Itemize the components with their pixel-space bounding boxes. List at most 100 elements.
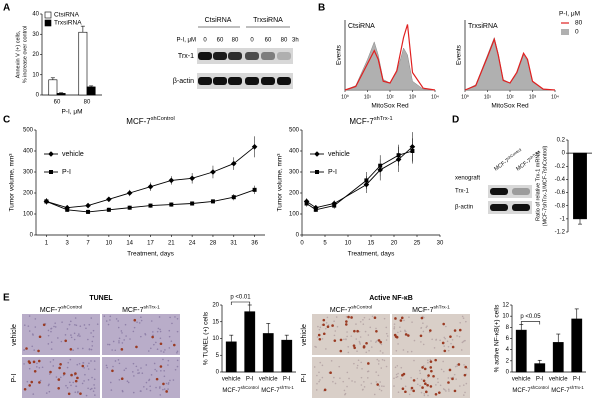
cell [445, 325, 447, 328]
cell [435, 338, 438, 341]
histogram-line [464, 37, 556, 91]
cell [160, 369, 162, 372]
cell [330, 360, 333, 362]
cell [458, 335, 461, 338]
legend-label: P-I [62, 169, 71, 176]
micrograph-row-label: P-I [301, 373, 308, 382]
cell [124, 323, 127, 326]
group-label-main: MCF-7 [222, 388, 241, 394]
micrograph-row-label: vehicle [11, 324, 18, 346]
stained-cell [135, 345, 138, 349]
cell [410, 350, 413, 353]
stained-cell [393, 333, 397, 337]
cell [114, 349, 117, 352]
cell [132, 371, 134, 373]
marker [304, 201, 309, 206]
micrograph-column-label: MCF-7shTrx-1 [122, 305, 160, 314]
cell [413, 359, 415, 362]
cell [420, 378, 423, 381]
stained-cell [329, 371, 332, 374]
cell [59, 376, 62, 379]
cell [436, 378, 439, 380]
stained-cell [432, 374, 435, 378]
cell [129, 338, 131, 340]
stained-cell [70, 373, 73, 377]
cell [127, 381, 130, 384]
cell [369, 326, 372, 329]
stained-cell [379, 340, 383, 344]
cell [159, 330, 162, 333]
cell [60, 340, 63, 343]
cell [115, 318, 118, 320]
cell [145, 364, 148, 366]
cell [357, 359, 360, 362]
bar [571, 318, 583, 373]
cell [397, 331, 399, 334]
cell [418, 369, 421, 372]
cell [156, 330, 159, 333]
legend-label: P-I [328, 169, 337, 176]
cell [321, 364, 324, 367]
y-tick-label: 40 [32, 12, 39, 18]
stained-cell [356, 329, 359, 333]
group-label-sup: shControl [241, 385, 259, 390]
blot-band [213, 52, 227, 60]
chart-title: TrxsiRNA [468, 23, 498, 30]
group-label: MCF-7shTrx-1 [551, 385, 584, 394]
cell [69, 381, 71, 384]
cell [90, 360, 92, 362]
cell [28, 367, 31, 370]
cell [420, 327, 422, 329]
cell [427, 361, 429, 364]
cell [39, 379, 42, 382]
stained-cell [64, 339, 68, 343]
cell [75, 324, 78, 327]
cell [365, 351, 368, 354]
cell [93, 384, 95, 386]
y-tick-label: 300 [289, 170, 300, 176]
cell [375, 341, 377, 343]
cell [408, 393, 411, 396]
marker [231, 195, 236, 200]
cell [380, 367, 383, 369]
cell [315, 389, 318, 391]
y-tick-label: 6 [506, 336, 510, 342]
cell [443, 345, 445, 347]
x-tick-label: 25 [414, 241, 421, 247]
cell [395, 376, 398, 379]
cell [363, 316, 366, 319]
x-tick-label: 5 [323, 241, 327, 247]
cell [125, 335, 127, 337]
blot-row-label: Trx-1 [455, 189, 469, 195]
cell [117, 320, 120, 322]
cell [66, 386, 69, 389]
cell [447, 345, 450, 348]
cell [132, 330, 135, 333]
stained-cell [429, 385, 433, 388]
cell [379, 350, 382, 352]
cell [87, 387, 89, 390]
cell [176, 350, 179, 353]
cell [317, 325, 319, 328]
cell [47, 384, 50, 387]
group-label-main: MCF-7 [551, 388, 570, 394]
panel-letter: E [3, 293, 10, 304]
y-axis-label: Tumor volume, mm³ [277, 153, 284, 212]
stained-cell [400, 316, 404, 320]
cell [397, 372, 399, 375]
cell [157, 327, 160, 330]
x-axis-label: MitoSox Red [371, 103, 409, 110]
cell [153, 343, 155, 346]
cell [334, 382, 337, 385]
stained-cell [404, 390, 407, 394]
blot-band [490, 188, 508, 195]
blot-band [490, 204, 508, 211]
cell [339, 377, 341, 379]
cell [403, 319, 405, 322]
cell [170, 340, 173, 342]
cell [382, 352, 384, 354]
cell [385, 339, 388, 341]
cell [111, 349, 113, 351]
cell [143, 385, 145, 388]
cell [137, 369, 139, 371]
